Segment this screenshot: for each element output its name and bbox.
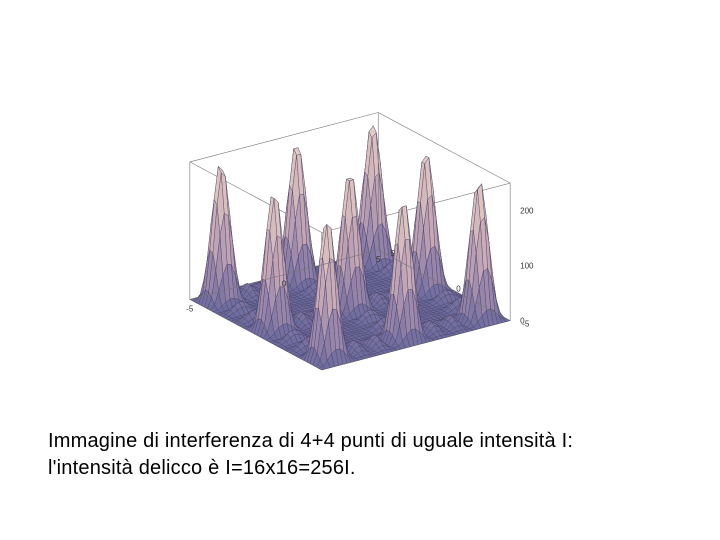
svg-text:5: 5 xyxy=(390,249,395,258)
svg-text:5: 5 xyxy=(376,255,381,264)
svg-text:0: 0 xyxy=(456,284,461,293)
svg-text:100: 100 xyxy=(520,262,534,271)
caption-line-2: l'intensità delicco è I=16x16=256I. xyxy=(48,457,356,479)
interference-3d-plot: -505-5050100200 xyxy=(150,20,570,400)
svg-text:200: 200 xyxy=(520,207,534,216)
svg-text:0: 0 xyxy=(282,280,287,289)
caption-line-1: Immagine di interferenza di 4+4 punti di… xyxy=(48,430,573,452)
svg-text:-5: -5 xyxy=(186,304,194,313)
slide-caption: Immagine di interferenza di 4+4 punti di… xyxy=(48,428,672,482)
svg-text:0: 0 xyxy=(520,317,525,326)
